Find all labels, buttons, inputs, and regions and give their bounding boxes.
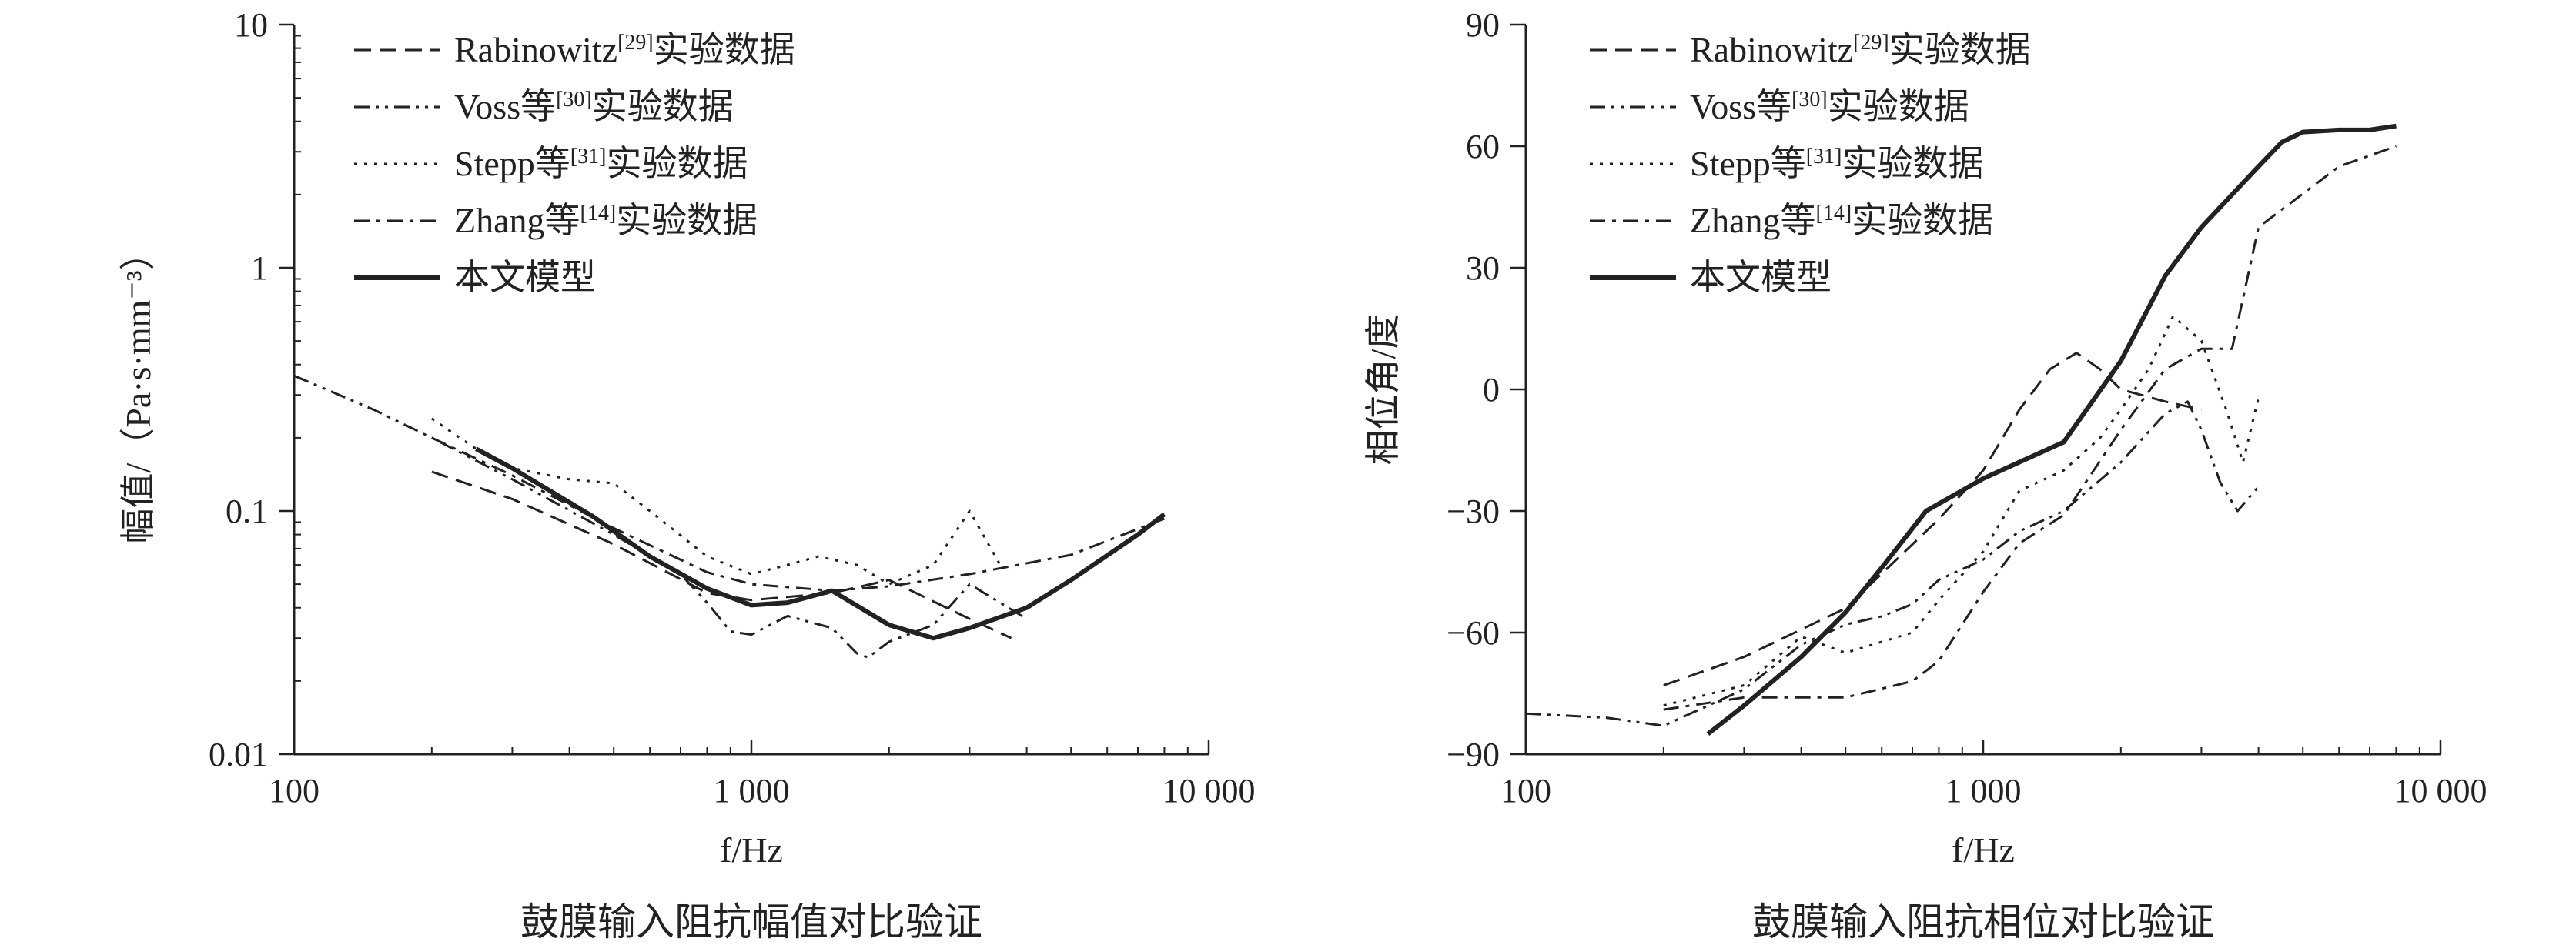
x-tick-label: 100 bbox=[269, 772, 319, 810]
legend-label-0: Rabinowitz[29]实验数据 bbox=[454, 30, 795, 69]
legend-label-0: Rabinowitz[29]实验数据 bbox=[1690, 30, 2031, 69]
y-tick-label: −30 bbox=[1447, 493, 1500, 530]
series-line-1 bbox=[293, 374, 1028, 659]
x-axis-label: f/Hz bbox=[720, 830, 783, 870]
series-line-3 bbox=[431, 436, 1165, 593]
legend-label-1: Voss等[30]实验数据 bbox=[454, 87, 734, 126]
y-axis-label: 相位角/度 bbox=[1363, 314, 1403, 466]
legend-label-4: 本文模型 bbox=[454, 258, 596, 297]
y-tick-label: 90 bbox=[1466, 6, 1500, 44]
series-line-2 bbox=[1663, 315, 2260, 707]
legend-label-3: Zhang等[14]实验数据 bbox=[1690, 201, 1993, 240]
y-tick-label: 1 bbox=[251, 249, 268, 287]
magnitude-chart: 100 1 000 10 000 0.01 0.1 1 10 f/Hz 幅值/（Pa·s·mm⁻… bbox=[119, 6, 1256, 943]
phase-chart: 100 1 000 10 000 −90 −60 −30 0 30 60 90 f/Hz 相位角/度鼓… bbox=[1363, 6, 2487, 943]
y-tick-label: 10 bbox=[234, 6, 268, 44]
y-axis-label: 幅值/（Pa·s·mm⁻³） bbox=[119, 235, 158, 544]
series-line-2 bbox=[430, 417, 1002, 586]
x-tick-label: 100 bbox=[1500, 772, 1551, 810]
y-tick-label: 60 bbox=[1466, 128, 1500, 165]
legend-label-2: Stepp等[31]实验数据 bbox=[454, 144, 748, 183]
x-axis-label: f/Hz bbox=[1952, 830, 2015, 870]
legend-label-4: 本文模型 bbox=[1690, 258, 1832, 297]
y-tick-label: 0.01 bbox=[209, 736, 268, 773]
series-line-4 bbox=[1706, 123, 2397, 736]
x-tick-label: 1 000 bbox=[714, 772, 790, 810]
legend-label-1: Voss等[30]实验数据 bbox=[1690, 87, 1969, 126]
series-line-0 bbox=[1663, 352, 2202, 686]
x-tick-label: 10 000 bbox=[1163, 772, 1256, 810]
y-tick-label: 0.1 bbox=[226, 493, 268, 530]
x-tick-label: 1 000 bbox=[1945, 772, 2022, 810]
y-tick-label: 0 bbox=[1483, 371, 1500, 409]
series-line-4 bbox=[474, 446, 1166, 641]
series-line-3 bbox=[1663, 145, 2397, 711]
y-tick-label: −90 bbox=[1447, 736, 1500, 773]
figure-caption: 鼓膜输入阻抗幅值对比验证 bbox=[520, 900, 982, 943]
figure-caption: 鼓膜输入阻抗相位对比验证 bbox=[1752, 900, 2214, 943]
y-tick-label: 30 bbox=[1466, 249, 1500, 287]
series-line-1 bbox=[1525, 400, 2260, 727]
series-line-0 bbox=[431, 470, 1012, 639]
legend-label-2: Stepp等[31]实验数据 bbox=[1690, 144, 1983, 183]
y-tick-label: −60 bbox=[1447, 614, 1500, 652]
x-tick-label: 10 000 bbox=[2394, 772, 2487, 810]
legend-label-3: Zhang等[14]实验数据 bbox=[454, 201, 758, 240]
